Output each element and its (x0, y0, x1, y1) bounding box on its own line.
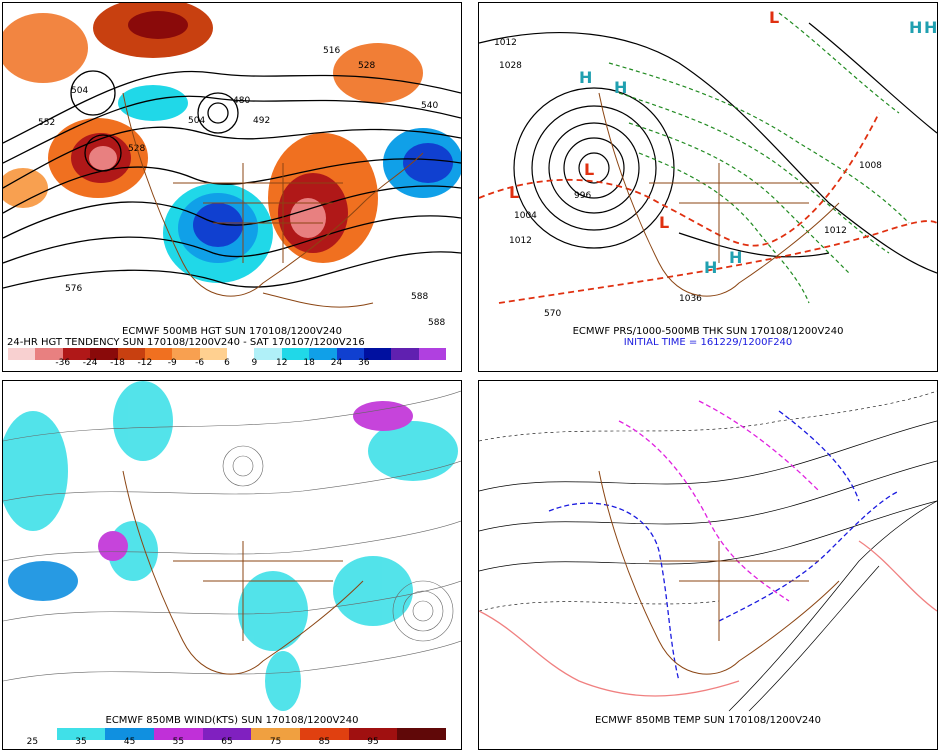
colorbar-swatch (309, 348, 337, 360)
contour-label: 588 (428, 318, 445, 325)
contour-label: 1036 (679, 294, 702, 304)
panel-850mb-temp: ECMWF 850MB TEMP SUN 170108/1200V240 (478, 380, 938, 750)
colorbar-tick-label: 75 (269, 737, 282, 747)
high-symbol: H (704, 258, 717, 277)
colorbar-swatch (56, 728, 106, 740)
high-symbol: H (729, 248, 742, 267)
colorbar-swatch (202, 728, 252, 740)
colorbar-swatch (154, 728, 203, 740)
colorbar-tick-label: 35 (75, 737, 87, 747)
colorbar-swatch (199, 348, 227, 360)
colorbar-swatch (336, 348, 364, 360)
colorbar-tick-label: 65 (221, 737, 233, 747)
colorbar-swatch (418, 348, 446, 360)
colorbar-tick-label: 24 (330, 358, 343, 368)
high-symbol: H (924, 18, 937, 37)
colorbar-swatch (35, 348, 63, 360)
wind-colorbar (8, 728, 447, 740)
contour-label: 1012 (494, 38, 517, 48)
caption-line-1: ECMWF 500MB HGT SUN 170108/1200V240 (122, 326, 342, 337)
contour-label: 1008 (859, 161, 882, 171)
contour-label: 540 (421, 101, 438, 111)
colorbar-tick-label: 55 (172, 737, 185, 747)
caption-line-1: ECMWF 850MB WIND(KTS) SUN 170108/1200V24… (105, 715, 359, 726)
contour-label: 480 (233, 96, 250, 106)
colorbar-tick-label: 9 (251, 358, 258, 368)
contour-label: 1012 (824, 226, 847, 236)
caption-initial-time: INITIAL TIME = 161229/1200F240 (623, 337, 793, 348)
map-850mb-wind (3, 381, 461, 716)
colorbar-swatch (348, 728, 398, 740)
contour-label: 588 (411, 292, 428, 302)
map-500mb-height: 552 528 504 492 480 516 528 540 576 588 … (3, 3, 461, 325)
colorbar-tick-label: 85 (318, 737, 331, 747)
colorbar-swatch (251, 728, 301, 740)
colorbar-swatch (144, 348, 173, 360)
high-symbol: H (909, 18, 922, 37)
caption-line-2: 24-HR HGT TENDENCY SUN 170108/1200V240 -… (7, 337, 365, 348)
contour-label: 552 (38, 118, 55, 128)
panel-500mb-height: 552 528 504 492 480 516 528 540 576 588 … (2, 2, 462, 372)
low-symbol: L (509, 183, 519, 202)
colorbar-swatch (8, 348, 36, 360)
high-symbol: H (614, 78, 627, 97)
colorbar-tick-label: -9 (167, 358, 177, 368)
wind-colorbar-ticks: 25 35 45 55 65 75 85 95 (8, 737, 446, 749)
colorbar-swatch (117, 348, 145, 360)
contour-label: 1012 (509, 236, 532, 246)
colorbar-tick-label: 36 (358, 358, 370, 368)
colorbar-swatch (62, 348, 91, 360)
tendency-colorbar (8, 348, 446, 360)
contour-label: 504 (188, 116, 205, 126)
contour-label: 570 (544, 309, 561, 319)
caption-line-1: ECMWF PRS/1000-500MB THK SUN 170108/1200… (572, 326, 844, 337)
contour-label: 504 (71, 86, 88, 96)
contour-label: 528 (358, 61, 375, 71)
tendency-colorbar-ticks: -36 -24 -18 -12 -9 -6 6 9 12 18 24 36 (8, 358, 446, 370)
high-symbol: H (579, 68, 592, 87)
map-prs-thickness: H H H H L L L L H H 1012 1028 996 1004 1… (479, 3, 937, 325)
contour-label: 576 (65, 284, 82, 294)
colorbar-swatch (391, 348, 419, 360)
colorbar-tick-label: 12 (276, 358, 288, 368)
contour-label: 516 (323, 46, 340, 56)
low-symbol: L (584, 160, 594, 179)
colorbar-tick-label: 18 (303, 358, 315, 368)
colorbar-tick-label: 95 (367, 737, 379, 747)
contour-label: 492 (253, 116, 270, 126)
colorbar-swatch (8, 728, 57, 740)
colorbar-tick-label: 45 (123, 737, 136, 747)
colorbar-tick-label: -36 (55, 358, 71, 368)
contour-label: 1004 (514, 211, 537, 221)
colorbar-tick-label: -12 (137, 358, 153, 368)
map-850mb-temp (479, 381, 937, 716)
colorbar-swatch (105, 728, 155, 740)
colorbar-swatch (172, 348, 200, 360)
low-symbol: L (769, 8, 779, 27)
colorbar-swatch (363, 348, 392, 360)
colorbar-swatch (90, 348, 118, 360)
colorbar-tick-label: -6 (195, 358, 205, 368)
colorbar-swatch (397, 728, 447, 740)
panel-prs-thickness: H H H H L L L L H H 1012 1028 996 1004 1… (478, 2, 938, 372)
colorbar-tick-label: -24 (82, 358, 98, 368)
panel-850mb-wind: ECMWF 850MB WIND(KTS) SUN 170108/1200V24… (2, 380, 462, 750)
contour-label: 1028 (499, 61, 522, 71)
colorbar-tick-label: 6 (224, 358, 230, 368)
colorbar-swatch (281, 348, 310, 360)
colorbar-swatch (300, 728, 349, 740)
low-symbol: L (659, 213, 669, 232)
contour-label: 996 (574, 191, 591, 201)
colorbar-swatch (227, 348, 255, 360)
colorbar-swatch (254, 348, 282, 360)
colorbar-tick-label: -18 (110, 358, 125, 368)
colorbar-tick-label: 25 (26, 737, 39, 747)
caption-line-1: ECMWF 850MB TEMP SUN 170108/1200V240 (594, 715, 821, 726)
